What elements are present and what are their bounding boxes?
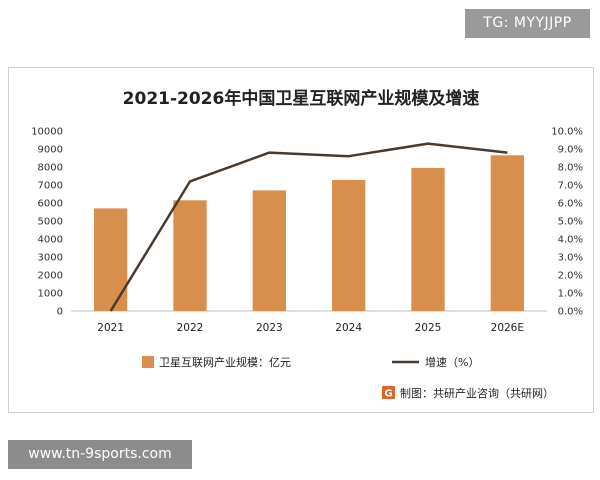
right-tick-label: 7.0%	[558, 181, 583, 192]
url-badge: www.tn-9sports.com	[8, 440, 192, 469]
left-tick-label: 5000	[38, 217, 63, 228]
right-tick-label: 0.0%	[558, 307, 583, 318]
right-tick-label: 1.0%	[558, 289, 583, 300]
left-tick-label: 9000	[38, 145, 63, 156]
growth-line	[109, 142, 508, 312]
left-axis: 0 1000 2000 3000 4000 5000 6000 7000 8000 9000 100…	[31, 127, 63, 318]
category-label: 2021	[97, 322, 124, 334]
legend-bar-label: 卫星互联网产业规模：亿元	[159, 355, 291, 369]
category-label: 2025	[415, 322, 442, 334]
left-tick-label: 7000	[38, 181, 63, 192]
source-logo-icon	[382, 386, 395, 399]
left-tick-label: 8000	[38, 163, 63, 174]
right-tick-label: 5.0%	[558, 217, 583, 228]
left-tick-label: 4000	[38, 235, 63, 246]
tg-badge: TG: MYYJJPP	[465, 9, 590, 38]
right-tick-label: 10.0%	[551, 127, 583, 138]
right-axis: 0.0% 1.0% 2.0% 3.0% 4.0% 5.0% 6.0% 7.0% 8.0% 9.0%…	[551, 127, 583, 318]
bar	[173, 200, 207, 311]
bar	[332, 179, 366, 311]
right-tick-label: 4.0%	[558, 235, 583, 246]
bar	[94, 208, 128, 311]
right-tick-label: 2.0%	[558, 271, 583, 282]
source-credit: G 制图：共研产业咨询（共研网）	[382, 386, 554, 400]
category-label: 2026E	[491, 322, 524, 334]
bar-series	[94, 155, 524, 311]
left-tick-label: 2000	[38, 271, 63, 282]
source-logo-glyph: G	[384, 389, 392, 400]
bar	[411, 167, 445, 311]
category-label: 2023	[256, 322, 283, 334]
legend-line-label: 增速（%）	[425, 355, 479, 369]
growth-line-series	[109, 142, 508, 312]
legend-bar-swatch	[142, 356, 154, 368]
category-label: 2024	[335, 322, 362, 334]
right-tick-label: 9.0%	[558, 145, 583, 156]
category-label: 2022	[177, 322, 204, 334]
chart-svg: 2021-2026年中国卫星互联网产业规模及增速 0 1000 2000 3000 40…	[31, 88, 583, 400]
chart-title: 2021-2026年中国卫星互联网产业规模及增速	[123, 88, 480, 109]
left-tick-label: 10000	[31, 127, 63, 138]
left-tick-label: 3000	[38, 253, 63, 264]
right-tick-label: 6.0%	[558, 199, 583, 210]
left-tick-label: 1000	[38, 289, 63, 300]
left-tick-label: 6000	[38, 199, 63, 210]
right-tick-label: 8.0%	[558, 163, 583, 174]
bar	[490, 155, 524, 311]
legend: 卫星互联网产业规模：亿元 增速（%）	[142, 355, 479, 369]
bar	[252, 190, 286, 311]
left-tick-label: 0	[57, 307, 63, 318]
source-text: 制图：共研产业咨询（共研网）	[400, 386, 554, 400]
x-axis-categories: 2021 2022 2023 2024 2025 2026E	[97, 322, 524, 334]
right-tick-label: 3.0%	[558, 253, 583, 264]
chart-frame: 2021-2026年中国卫星互联网产业规模及增速 0 1000 2000 3000 40…	[8, 67, 594, 413]
